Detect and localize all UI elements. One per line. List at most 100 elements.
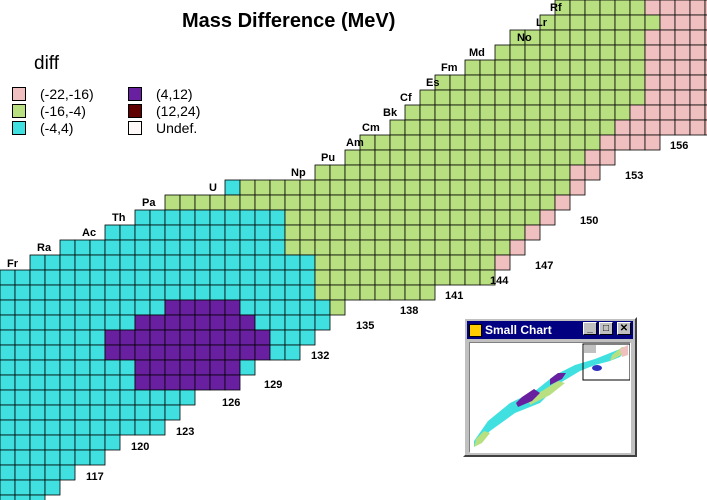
- nuclide-cell: [419, 179, 436, 196]
- nuclide-cell: [494, 104, 511, 121]
- nuclide-cell: [374, 209, 391, 226]
- nuclide-cell: [554, 134, 571, 151]
- nuclide-cell: [704, 14, 707, 31]
- nuclide-cell: [689, 0, 706, 16]
- nuclide-cell: [419, 119, 436, 136]
- maximize-button[interactable]: □: [599, 322, 613, 335]
- nuclide-cell: [14, 434, 31, 451]
- nuclide-cell: [224, 209, 241, 226]
- nuclide-cell: [434, 269, 451, 286]
- nuclide-cell: [179, 269, 196, 286]
- nuclide-cell: [509, 194, 526, 211]
- nuclide-cell: [44, 374, 61, 391]
- nuclide-cell: [104, 404, 121, 421]
- nuclide-cell: [404, 284, 421, 301]
- nuclide-cell: [104, 314, 121, 331]
- nuclide-cell: [689, 89, 706, 106]
- nuclide-cell: [164, 314, 181, 331]
- nuclide-cell: [0, 299, 16, 316]
- nuclide-cell: [359, 269, 376, 286]
- nuclide-cell: [464, 134, 481, 151]
- nuclide-cell: [344, 284, 361, 301]
- nuclide-cell: [0, 494, 16, 500]
- nuclide-cell: [644, 0, 661, 16]
- nuclide-cell: [389, 284, 406, 301]
- nuclide-cell: [0, 479, 16, 496]
- nuclide-cell: [194, 314, 211, 331]
- nuclide-cell: [374, 149, 391, 166]
- nuclide-cell: [449, 74, 466, 91]
- nuclide-cell: [524, 119, 541, 136]
- nuclide-cell: [29, 359, 46, 376]
- nuclide-cell: [614, 0, 631, 16]
- nuclide-cell: [239, 254, 256, 271]
- nuclide-cell: [539, 209, 556, 226]
- nuclide-cell: [359, 149, 376, 166]
- nuclide-cell: [14, 419, 31, 436]
- nuclide-cell: [239, 239, 256, 256]
- legend-label: (-16,-4): [40, 103, 86, 119]
- nuclide-cell: [554, 194, 571, 211]
- nuclide-cell: [149, 344, 166, 361]
- nuclide-cell: [344, 269, 361, 286]
- overview-band-green: [474, 431, 490, 447]
- nuclide-cell: [599, 44, 616, 61]
- nuclide-cell: [179, 194, 196, 211]
- nuclide-cell: [389, 239, 406, 256]
- nuclide-cell: [89, 299, 106, 316]
- nuclide-cell: [419, 104, 436, 121]
- nuclide-cell: [44, 329, 61, 346]
- legend-label: Undef.: [156, 120, 198, 136]
- nuclide-cell: [239, 269, 256, 286]
- nuclide-cell: [269, 329, 286, 346]
- nuclide-cell: [569, 74, 586, 91]
- nuclide-cell: [224, 269, 241, 286]
- nuclide-cell: [284, 209, 301, 226]
- nuclide-cell: [104, 239, 121, 256]
- nuclide-cell: [14, 404, 31, 421]
- nuclide-cell: [314, 164, 331, 181]
- nuclide-cell: [494, 89, 511, 106]
- nuclide-cell: [479, 179, 496, 196]
- nuclide-cell: [539, 119, 556, 136]
- nuclide-cell: [14, 269, 31, 286]
- nuclide-cell: [689, 59, 706, 76]
- nuclide-cell: [404, 224, 421, 241]
- nuclide-cell: [164, 239, 181, 256]
- element-label-lr: Lr: [536, 17, 547, 29]
- nuclide-cell: [29, 254, 46, 271]
- nuclide-cell: [479, 59, 496, 76]
- nuclide-cell: [509, 179, 526, 196]
- nuclide-cell: [134, 284, 151, 301]
- nuclide-cell: [599, 149, 616, 166]
- nuclide-cell: [674, 44, 691, 61]
- nuclide-cell: [239, 194, 256, 211]
- nuclide-cell: [359, 254, 376, 271]
- nuclide-cell: [614, 119, 631, 136]
- nuclide-cell: [524, 224, 541, 241]
- minimize-button[interactable]: _: [583, 322, 597, 335]
- legend-label: (-22,-16): [40, 86, 94, 102]
- small-chart-window[interactable]: Small Chart _ □ ✕: [463, 317, 637, 457]
- nuclide-cell: [14, 449, 31, 466]
- nuclide-cell: [404, 269, 421, 286]
- small-chart-overview: [474, 343, 631, 447]
- nuclide-cell: [104, 284, 121, 301]
- nuclide-cell: [329, 209, 346, 226]
- nuclide-cell: [209, 374, 226, 391]
- close-button[interactable]: ✕: [617, 322, 631, 335]
- nuclide-cell: [14, 284, 31, 301]
- legend-item: (-4,4): [12, 120, 73, 136]
- nuclide-cell: [209, 194, 226, 211]
- small-chart-canvas[interactable]: [469, 342, 631, 453]
- nuclide-cell: [419, 149, 436, 166]
- nuclide-cell: [224, 374, 241, 391]
- nuclide-cell: [134, 239, 151, 256]
- nuclide-cell: [674, 29, 691, 46]
- nuclide-cell: [194, 344, 211, 361]
- nuclide-cell: [629, 29, 646, 46]
- nuclide-cell: [494, 224, 511, 241]
- nuclide-cell: [494, 119, 511, 136]
- nuclide-cell: [614, 14, 631, 31]
- nuclide-cell: [164, 194, 181, 211]
